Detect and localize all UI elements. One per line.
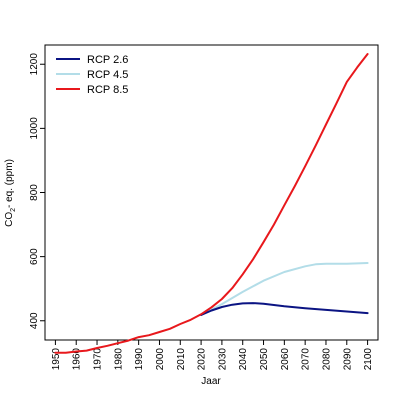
x-tick-label: 2000: [155, 348, 166, 371]
y-tick-label: 1200: [29, 53, 40, 76]
y-axis-title: CO2- eq. (ppm): [4, 159, 17, 227]
series-line-rcp-2-6: [200, 302, 369, 316]
x-tick-label: 2030: [217, 348, 228, 371]
x-tick-label: 2070: [301, 348, 312, 371]
y-axis: 400 600 800 1000 1200: [29, 53, 45, 329]
y-tick-label: 600: [29, 248, 40, 265]
x-tick-label: 1960: [72, 348, 83, 371]
x-tick-label: 2100: [363, 348, 374, 371]
x-tick-label: 1980: [113, 348, 124, 371]
legend-label: RCP 8.5: [87, 84, 128, 96]
legend-label: RCP 4.5: [87, 69, 128, 81]
series-line-rcp-8-5: [54, 53, 369, 354]
y-tick-label: 1000: [29, 117, 40, 140]
y-tick-label: 400: [29, 312, 40, 329]
x-tick-label: 1970: [93, 348, 104, 371]
x-tick-label: 2020: [197, 348, 208, 371]
x-tick-label: 2010: [176, 348, 187, 371]
x-tick-label: 2090: [342, 348, 353, 371]
x-tick-label: 2040: [238, 348, 249, 371]
legend-label: RCP 2.6: [87, 54, 128, 66]
x-tick-label: 1950: [51, 348, 62, 371]
series-layer: [54, 53, 369, 354]
x-tick-label: 2060: [280, 348, 291, 371]
x-axis-title: Jaar: [201, 376, 221, 387]
x-tick-label: 2080: [321, 348, 332, 371]
y-tick-label: 800: [29, 184, 40, 201]
series-line-rcp-4-5: [200, 262, 369, 316]
x-tick-label: 1990: [134, 348, 145, 371]
legend: RCP 2.6 RCP 4.5 RCP 8.5: [56, 54, 128, 96]
x-tick-label: 2050: [259, 348, 270, 371]
x-axis: 1950 1960 1970 1980 1990 2000 2010 2020 2030 2040…: [51, 340, 374, 370]
